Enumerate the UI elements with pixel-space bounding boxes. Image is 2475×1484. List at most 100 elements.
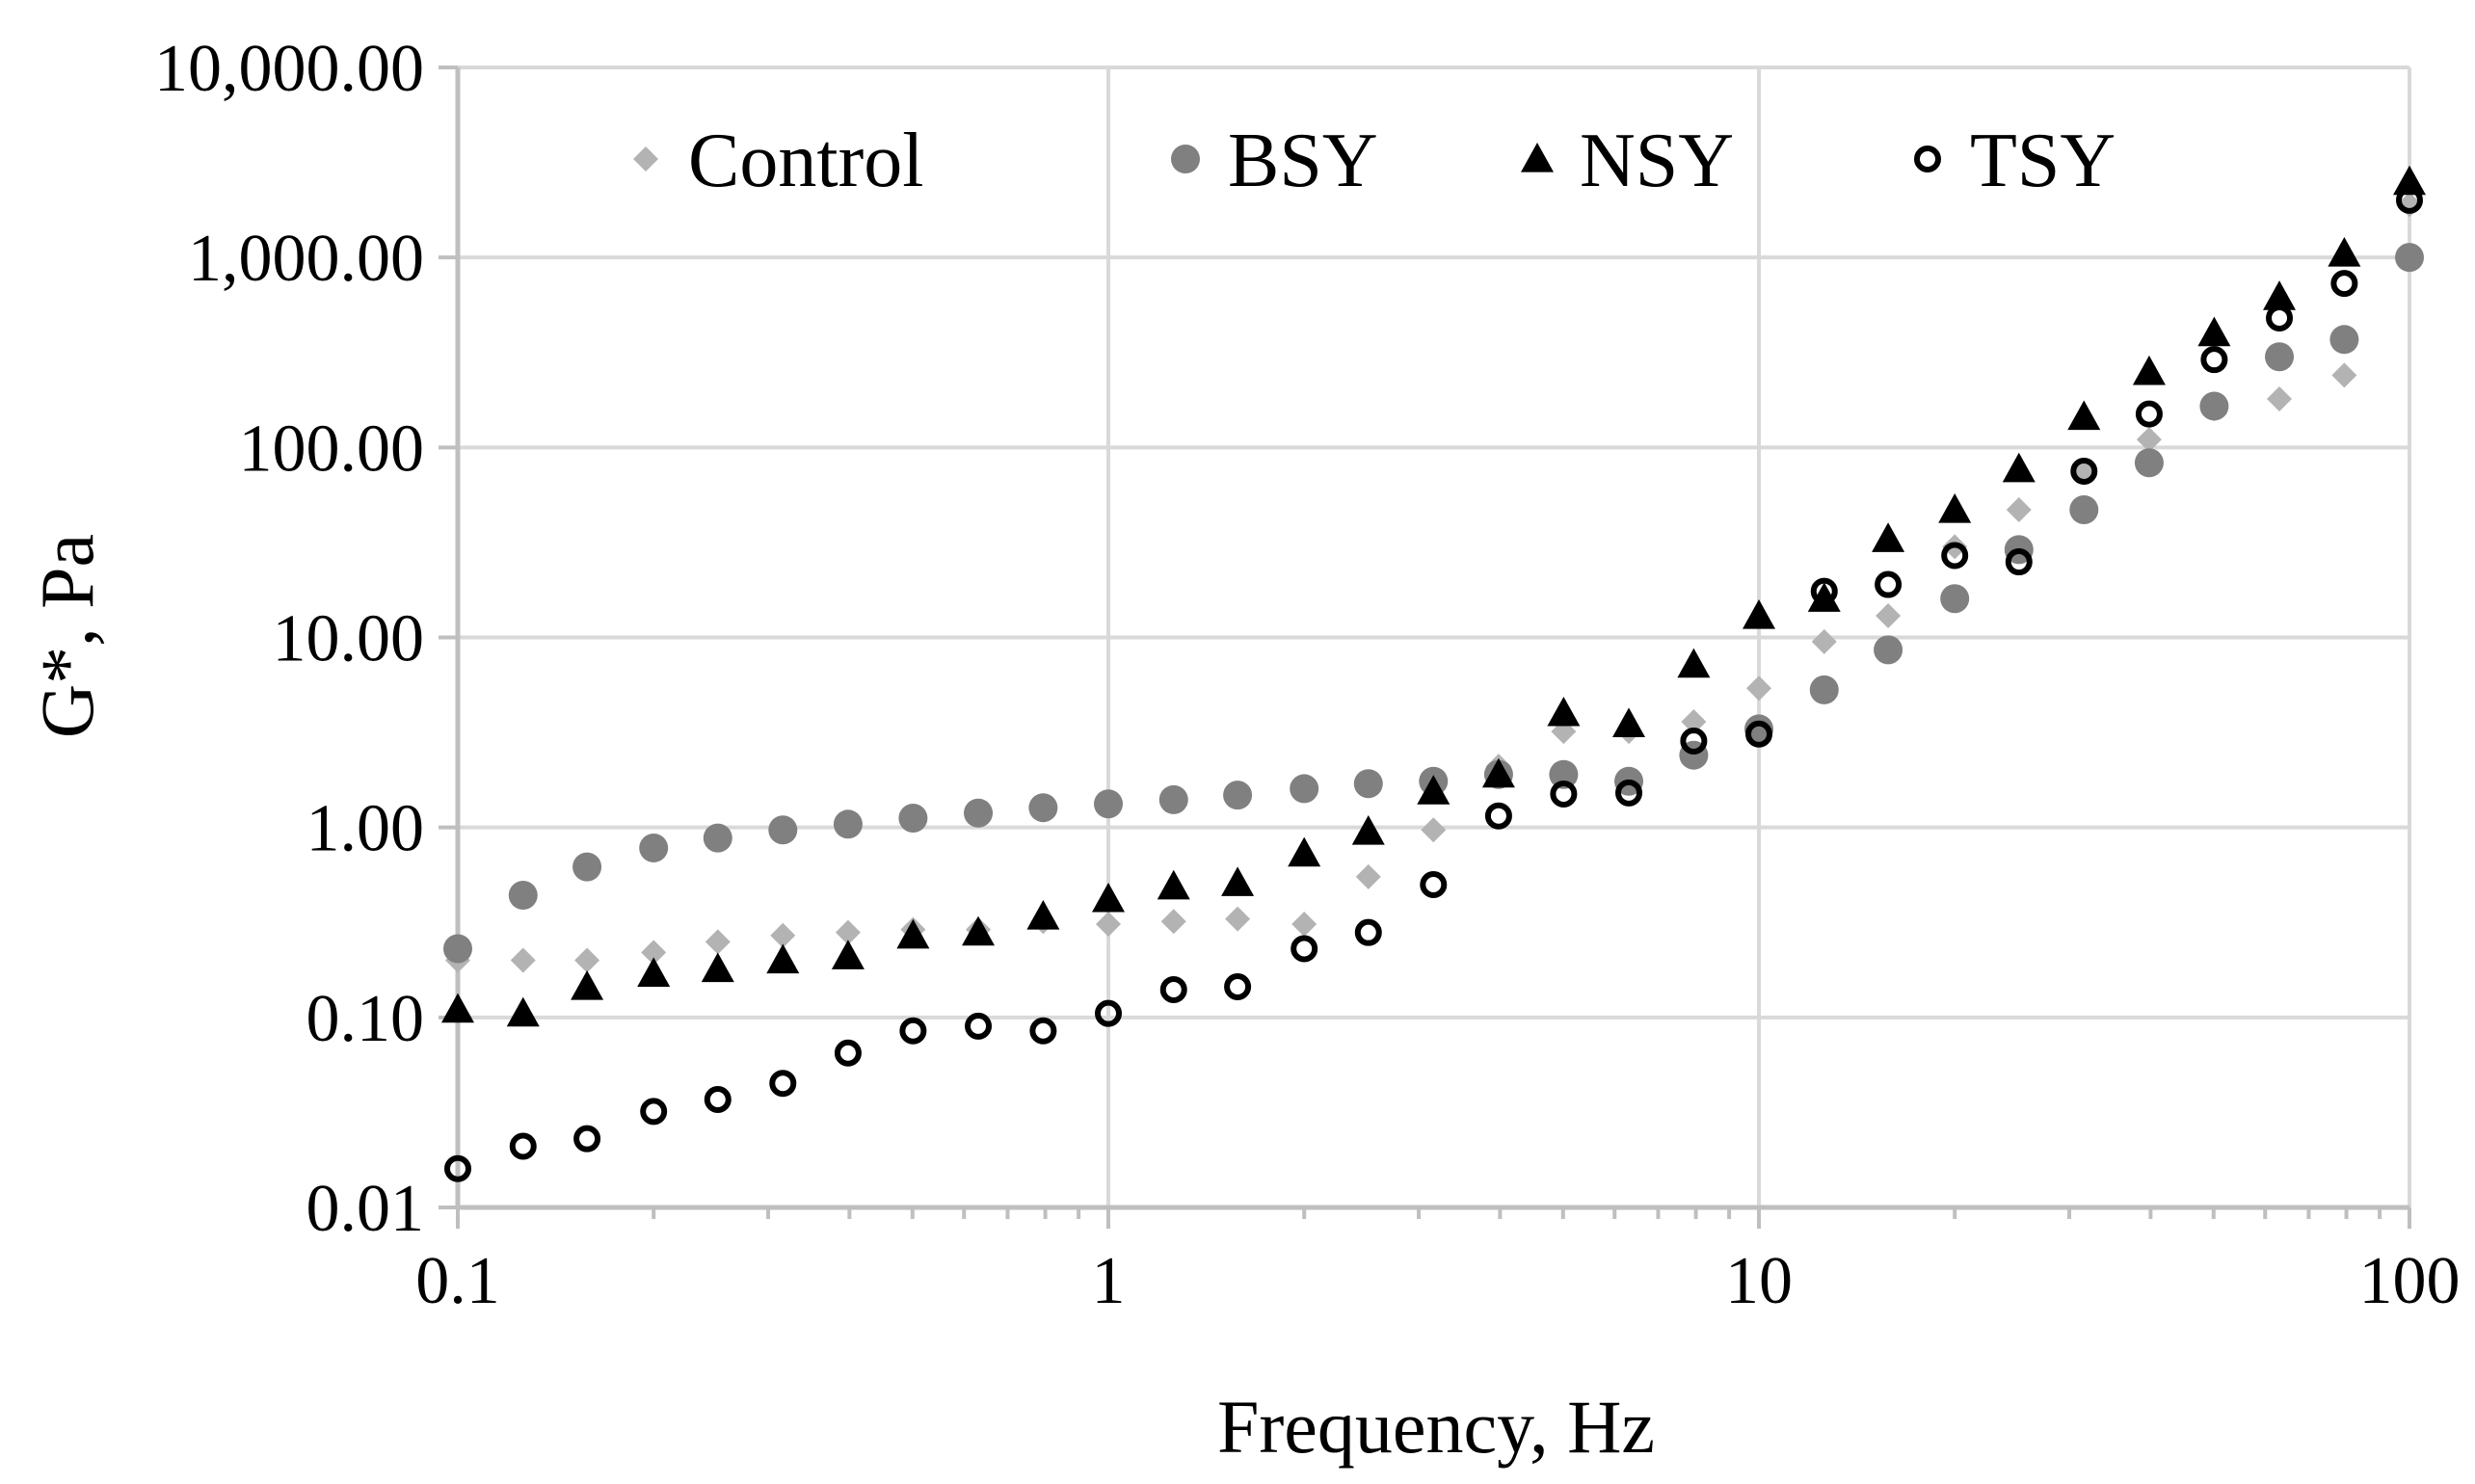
nsy-point xyxy=(1092,882,1125,913)
bsy-point xyxy=(2329,325,2359,355)
legend-label-nsy: NSY xyxy=(1580,119,1734,203)
tsy-point xyxy=(965,1012,993,1040)
bsy-point xyxy=(768,815,798,845)
nsy-point xyxy=(962,915,996,946)
nsy-point xyxy=(1221,866,1255,896)
bsy-point xyxy=(1874,635,1903,665)
tsy-point xyxy=(1224,973,1252,1001)
bsy-point xyxy=(2069,494,2099,524)
bsy-point xyxy=(1549,759,1579,789)
tsy-point xyxy=(1810,577,1838,605)
x-tick-label: 1 xyxy=(1092,1244,1126,1318)
legend-marker-control xyxy=(633,146,658,172)
tsy-point xyxy=(2266,305,2294,332)
x-tick-label: 10 xyxy=(1725,1244,1793,1318)
nsy-point xyxy=(2067,400,2101,431)
tsy-point xyxy=(1745,720,1772,748)
control-point xyxy=(1876,603,1902,629)
bsy-point xyxy=(1353,769,1383,799)
control-point xyxy=(574,947,600,973)
tsy-point xyxy=(1291,935,1318,963)
y-tick-label: 0.10 xyxy=(306,982,425,1056)
control-point xyxy=(2136,427,2162,453)
control-point xyxy=(1291,911,1317,937)
tsy-point xyxy=(1941,542,1969,570)
bsy-point xyxy=(508,880,538,910)
control-point xyxy=(510,947,536,973)
tsy-point xyxy=(2396,186,2423,214)
nsy-point xyxy=(2002,452,2036,483)
bsy-point xyxy=(2265,342,2295,372)
nsy-point xyxy=(2328,236,2361,267)
nsy-point xyxy=(1938,492,1972,523)
tsy-point xyxy=(2200,346,2228,374)
bsy-point xyxy=(2395,243,2424,273)
tsy-point xyxy=(2005,548,2033,576)
axis-layer: 0.01 0.10 1.00 10.00 100.00 1,000.00 10,000.00… xyxy=(154,32,2461,1318)
nsy-point xyxy=(571,970,604,1000)
x-tick-label: 100 xyxy=(2359,1244,2461,1318)
bsy-point xyxy=(1028,793,1058,823)
bsy-point xyxy=(1094,789,1123,819)
tsy-point xyxy=(2135,400,2163,428)
control-point xyxy=(1811,628,1837,654)
nsy-point xyxy=(1351,815,1385,845)
control-point xyxy=(705,929,731,955)
nsy-point xyxy=(637,957,671,987)
y-tick-label: 10.00 xyxy=(273,602,425,676)
nsy-point xyxy=(1547,696,1581,727)
control-point xyxy=(641,940,667,966)
nsy-point xyxy=(2197,316,2231,347)
nsy-point xyxy=(1157,869,1190,900)
nsy-point xyxy=(2263,280,2297,310)
tsy-point xyxy=(704,1085,732,1113)
tsy-point xyxy=(640,1098,668,1126)
tsy-point xyxy=(2070,457,2098,485)
y-tick-label: 0.01 xyxy=(306,1172,425,1246)
bsy-point xyxy=(2199,391,2229,421)
nsy-point xyxy=(506,996,540,1027)
y-tick-label: 1.00 xyxy=(306,792,425,866)
bsy-point xyxy=(1158,784,1188,814)
tsy-point xyxy=(573,1125,601,1153)
control-point xyxy=(1225,906,1251,932)
nsy-point xyxy=(766,943,800,974)
x-axis-title: Frequency, Hz xyxy=(1217,1385,1655,1469)
control-point xyxy=(2331,362,2357,388)
nsy-point xyxy=(1417,775,1450,805)
legend-marker-bsy xyxy=(1171,145,1200,173)
legend-marker-tsy xyxy=(1914,146,1941,172)
nsy-point xyxy=(441,993,474,1023)
control-point xyxy=(770,922,796,948)
bsy-point xyxy=(639,833,669,862)
bsy-point xyxy=(964,798,994,828)
bsy-point xyxy=(703,823,732,853)
control-point xyxy=(2267,386,2293,412)
bsy-point xyxy=(1744,714,1773,744)
nsy-point xyxy=(1872,522,1905,552)
x-tick-label: 0.1 xyxy=(415,1244,500,1318)
control-point xyxy=(1746,676,1771,702)
control-point xyxy=(1355,863,1381,889)
tsy-point xyxy=(1484,802,1512,830)
y-axis-title: G*, Pa xyxy=(25,534,109,738)
tsy-point xyxy=(1875,570,1903,598)
tsy-point xyxy=(899,1017,927,1045)
legend-label-bsy: BSY xyxy=(1228,119,1378,203)
legend: Control BSY NSY TSY xyxy=(633,119,2116,203)
nsy-point xyxy=(831,940,865,969)
bsy-point xyxy=(1940,584,1970,614)
tsy-point xyxy=(1680,727,1708,755)
bsy-point xyxy=(443,934,472,964)
control-point xyxy=(1421,817,1447,843)
bsy-point xyxy=(1223,781,1253,810)
tsy-point xyxy=(2330,270,2358,298)
nsy-point xyxy=(1026,900,1060,930)
bsy-point xyxy=(2134,448,2164,478)
tsy-point xyxy=(444,1154,471,1182)
tsy-point xyxy=(1354,918,1382,946)
tsy-point xyxy=(1420,871,1448,899)
nsy-point xyxy=(1481,757,1515,788)
